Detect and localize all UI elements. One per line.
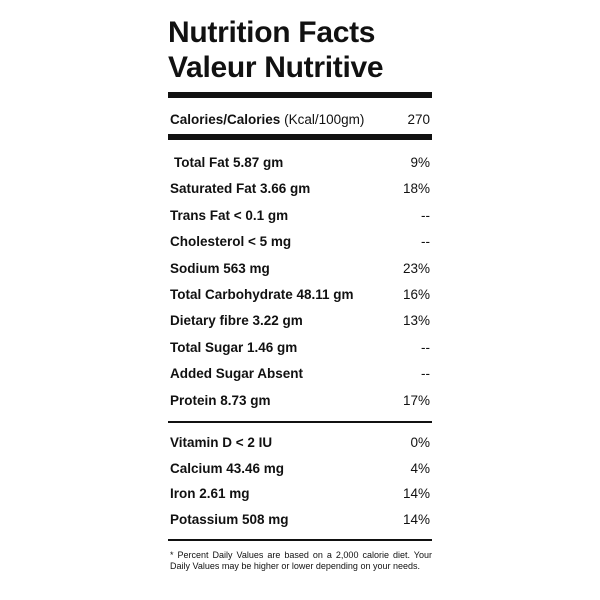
nutrient-row: Sodium 563 mg 23% bbox=[170, 259, 430, 279]
title-en: Nutrition Facts bbox=[168, 16, 376, 49]
footnote: * Percent Daily Values are based on a 2,… bbox=[170, 550, 432, 571]
nutrient-name: Potassium 508 mg bbox=[170, 511, 289, 527]
daily-value: 16% bbox=[402, 287, 430, 302]
calories-unit: (Kcal/100gm) bbox=[284, 112, 365, 127]
nutrient-name: Added Sugar Absent bbox=[170, 366, 304, 382]
nutrient-name: Protein 8.73 gm bbox=[170, 392, 271, 408]
nutrient-name: Trans Fat < 0.1 gm bbox=[170, 207, 289, 223]
nutrient-name: Vitamin D < 2 IU bbox=[170, 435, 273, 450]
nutrient-row: Calcium 43.46 mg 4% bbox=[170, 459, 430, 479]
calories-value: 270 bbox=[407, 112, 430, 127]
daily-value: 0% bbox=[410, 435, 430, 450]
daily-value: 14% bbox=[402, 511, 430, 527]
nutrient-row: Total Sugar 1.46 gm -- bbox=[170, 338, 430, 358]
nutrient-name: Sodium 563 mg bbox=[170, 260, 270, 276]
daily-value: -- bbox=[421, 234, 430, 250]
nutrient-row: Trans Fat < 0.1 gm -- bbox=[170, 206, 430, 226]
calories-label: Calories/Calories bbox=[170, 112, 281, 127]
nutrient-row: Dietary fibre 3.22 gm 13% bbox=[170, 311, 430, 331]
thin-rule bbox=[168, 421, 432, 423]
daily-value: 13% bbox=[402, 313, 430, 329]
nutrient-row: Protein 8.73 gm 17% bbox=[170, 391, 430, 411]
daily-value: 4% bbox=[410, 460, 430, 476]
title-fr: Valeur Nutritive bbox=[168, 51, 384, 84]
nutrient-row: Potassium 508 mg 14% bbox=[170, 510, 430, 530]
nutrient-row: Cholesterol < 5 mg -- bbox=[170, 232, 430, 252]
nutrition-label: Nutrition Facts Valeur Nutritive Calorie… bbox=[150, 0, 450, 600]
calories-row: Calories/Calories (Kcal/100gm) 270 bbox=[170, 110, 430, 130]
nutrient-row: Saturated Fat 3.66 gm 18% bbox=[170, 179, 430, 199]
calories-name: Calories/Calories (Kcal/100gm) bbox=[170, 110, 364, 130]
nutrient-name: Cholesterol < 5 mg bbox=[170, 234, 292, 250]
daily-value: 17% bbox=[402, 392, 430, 408]
nutrient-name: Total Carbohydrate 48.11 gm bbox=[170, 287, 354, 302]
daily-value: -- bbox=[421, 366, 430, 382]
nutrient-row: Iron 2.61 mg 14% bbox=[170, 484, 430, 504]
nutrient-row: Total Fat 5.87 gm 9% bbox=[170, 153, 430, 173]
nutrient-name: Iron 2.61 mg bbox=[170, 486, 250, 502]
nutrient-name: Saturated Fat 3.66 gm bbox=[170, 181, 311, 197]
daily-value: -- bbox=[421, 207, 430, 223]
nutrient-name: Total Fat 5.87 gm bbox=[174, 155, 284, 170]
daily-value: -- bbox=[421, 339, 430, 355]
nutrient-row: Total Carbohydrate 48.11 gm 16% bbox=[170, 285, 430, 305]
nutrient-name: Dietary fibre 3.22 gm bbox=[170, 313, 303, 329]
daily-value: 9% bbox=[410, 155, 430, 170]
nutrient-name: Calcium 43.46 mg bbox=[170, 460, 285, 476]
daily-value: 23% bbox=[402, 260, 430, 276]
thin-rule bbox=[168, 539, 432, 541]
nutrient-name: Total Sugar 1.46 gm bbox=[170, 339, 298, 355]
thick-rule bbox=[168, 92, 432, 98]
daily-value: 18% bbox=[402, 181, 430, 197]
thick-rule bbox=[168, 134, 432, 140]
nutrient-row: Vitamin D < 2 IU 0% bbox=[170, 433, 430, 453]
daily-value: 14% bbox=[402, 486, 430, 502]
nutrient-row: Added Sugar Absent -- bbox=[170, 364, 430, 384]
